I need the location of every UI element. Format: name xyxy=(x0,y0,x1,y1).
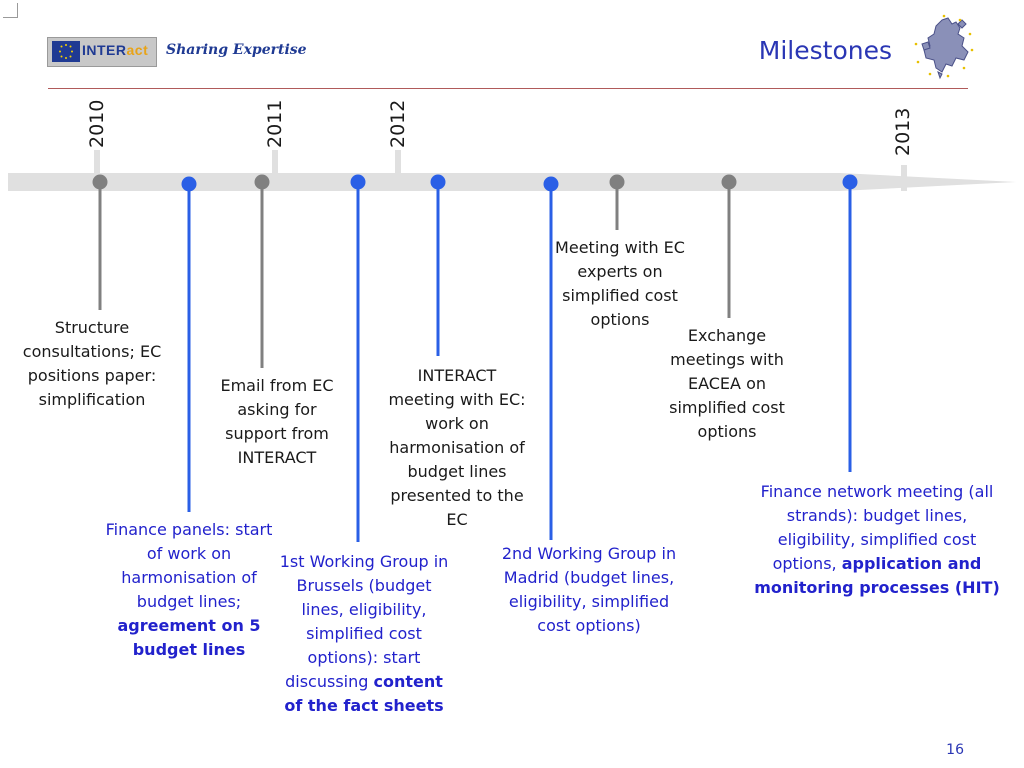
year-label-2013: 2013 xyxy=(892,107,914,156)
event-interact-meeting: INTERACT meeting with EC: work on harmon… xyxy=(388,366,526,529)
header-divider xyxy=(48,88,968,89)
event-finance-network: Finance network meeting (all strands): b… xyxy=(754,482,1000,597)
page-number: 16 xyxy=(946,742,964,758)
marker-gray xyxy=(92,174,108,190)
year-label-2010: 2010 xyxy=(86,99,108,148)
logo-wordmark: INTERact xyxy=(82,42,149,58)
marker-gray xyxy=(609,174,625,190)
marker-gray xyxy=(254,174,270,190)
timeline-band xyxy=(8,173,1016,191)
interact-logo: INTERact xyxy=(47,37,157,67)
year-tick-2010 xyxy=(94,150,100,174)
eu-flag-icon xyxy=(52,41,80,62)
event-meeting-ec-experts: Meeting with EC experts on simplified co… xyxy=(555,238,685,329)
marker-blue xyxy=(842,174,858,190)
marker-blue xyxy=(430,174,446,190)
year-label-2012: 2012 xyxy=(387,99,409,148)
europe-map-icon xyxy=(912,14,976,84)
event-exchange-eacea: Exchange meetings with EACEA on simplifi… xyxy=(669,326,785,441)
slide-corner-mark xyxy=(3,3,18,18)
event-2nd-working-group: 2nd Working Group in Madrid (budget line… xyxy=(501,544,677,635)
marker-blue xyxy=(543,176,559,192)
event-structure-consultations: Structure consultations; EC positions pa… xyxy=(22,318,162,409)
page-title: Milestones xyxy=(758,36,892,65)
marker-blue xyxy=(181,176,197,192)
marker-blue xyxy=(350,174,366,190)
event-1st-working-group: 1st Working Group in Brussels (budget li… xyxy=(279,552,449,715)
year-label-2011: 2011 xyxy=(264,99,286,148)
event-email-from-ec: Email from EC asking for support from IN… xyxy=(220,376,334,467)
year-tick-2013 xyxy=(901,165,907,191)
year-tick-2012 xyxy=(395,150,401,174)
year-tick-2011 xyxy=(272,150,278,174)
marker-gray xyxy=(721,174,737,190)
tagline: Sharing Expertise xyxy=(166,42,307,58)
event-finance-panels: Finance panels: start of work on harmoni… xyxy=(105,520,273,659)
